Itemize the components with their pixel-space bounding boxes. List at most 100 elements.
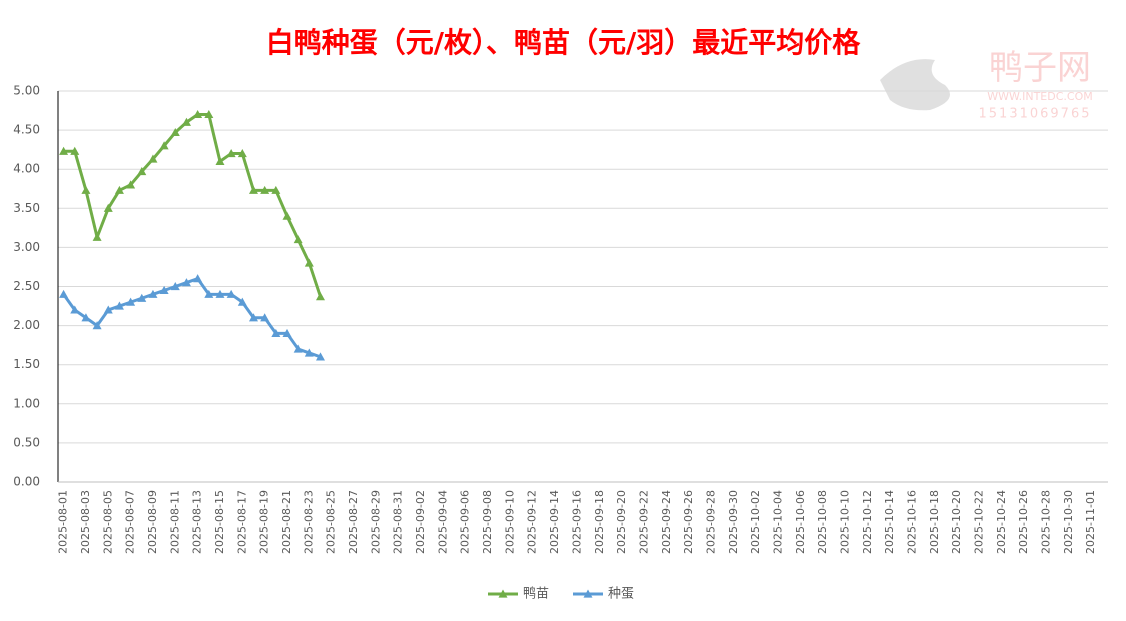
x-tick-label: 2025-08-27: [347, 490, 360, 554]
marker: [170, 282, 180, 291]
y-tick-label: 1.00: [13, 396, 40, 410]
marker: [103, 203, 113, 212]
marker: [92, 321, 102, 330]
marker: [126, 297, 136, 306]
y-tick-label: 3.00: [13, 240, 40, 254]
marker: [316, 292, 325, 301]
x-tick-label: 2025-08-05: [101, 490, 114, 554]
legend-label: 种蛋: [608, 587, 634, 602]
marker: [59, 289, 69, 298]
marker: [204, 289, 214, 298]
x-tick-label: 2025-10-22: [973, 490, 986, 554]
x-tick-label: 2025-08-19: [258, 490, 271, 554]
marker: [137, 167, 147, 176]
x-tick-label: 2025-10-20: [950, 490, 963, 554]
series-line: [62, 277, 321, 359]
x-tick-label: 2025-10-14: [883, 490, 896, 554]
marker: [70, 146, 80, 155]
marker: [260, 313, 270, 322]
marker: [248, 313, 258, 322]
watermark: 鸭子网 WWW.INTEDC.COM 15131069765: [880, 48, 1093, 122]
marker: [170, 127, 180, 137]
marker: [316, 352, 325, 361]
marker: [193, 274, 203, 283]
watermark-name: 鸭子网: [989, 48, 1091, 88]
marker: [126, 180, 136, 189]
watermark-logo: [880, 59, 950, 111]
x-tick-label: 2025-08-29: [369, 490, 382, 554]
marker: [59, 146, 69, 155]
y-tick-label: 4.00: [13, 162, 40, 176]
x-tick-label: 2025-10-06: [794, 490, 807, 554]
x-tick-label: 2025-10-18: [928, 490, 941, 554]
marker: [304, 348, 314, 357]
marker: [293, 344, 303, 353]
x-tick-label: 2025-09-30: [727, 490, 740, 554]
x-tick-label: 2025-11-01: [1084, 490, 1097, 554]
x-tick-label: 2025-10-02: [749, 490, 762, 554]
x-tick-label: 2025-08-15: [213, 490, 226, 554]
marker: [215, 156, 225, 165]
x-tick-label: 2025-10-28: [1040, 490, 1053, 554]
marker: [237, 149, 247, 158]
x-tick-label: 2025-10-26: [1017, 490, 1030, 554]
x-tick-label: 2025-08-07: [124, 490, 137, 554]
x-tick-label: 2025-09-02: [414, 490, 427, 554]
marker: [260, 185, 270, 194]
x-tick-label: 2025-08-25: [325, 490, 338, 554]
legend-marker: [583, 589, 593, 598]
chart-title: 白鸭种蛋（元/枚）、鸭苗（元/羽）最近平均价格: [266, 26, 861, 59]
legend-marker: [498, 589, 508, 598]
x-tick-label: 2025-10-30: [1062, 490, 1075, 554]
x-tick-label: 2025-09-22: [637, 490, 650, 554]
marker: [237, 297, 247, 306]
x-tick-label: 2025-09-26: [682, 490, 695, 554]
marker: [293, 235, 303, 244]
x-tick-label: 2025-10-24: [995, 490, 1008, 554]
marker: [181, 117, 191, 126]
marker: [181, 278, 191, 287]
marker: [204, 109, 214, 119]
marker: [193, 109, 203, 119]
x-tick-label: 2025-08-01: [57, 490, 70, 554]
x-tick-label: 2025-08-03: [79, 490, 92, 554]
x-tick-label: 2025-09-16: [570, 490, 583, 554]
series-line: [63, 112, 322, 298]
x-tick-label: 2025-08-13: [191, 490, 204, 554]
marker: [81, 313, 91, 322]
y-tick-label: 1.50: [13, 357, 40, 371]
legend-label: 鸭苗: [523, 587, 549, 602]
x-tick-label: 2025-10-04: [771, 490, 784, 554]
marker: [282, 328, 292, 338]
x-tick-label: 2025-10-10: [839, 490, 852, 554]
y-tick-label: 2.00: [13, 318, 40, 332]
x-tick-label: 2025-09-24: [660, 490, 673, 554]
marker: [159, 141, 169, 150]
marker: [282, 211, 292, 220]
x-tick-label: 2025-09-08: [481, 490, 494, 554]
marker: [215, 289, 225, 298]
y-tick-label: 5.00: [13, 84, 40, 98]
marker: [137, 293, 147, 302]
watermark-phone: 15131069765: [979, 107, 1092, 122]
x-tick-label: 2025-10-12: [861, 490, 874, 554]
x-tick-label: 2025-09-18: [593, 490, 606, 554]
x-tick-label: 2025-09-12: [526, 490, 539, 554]
marker: [226, 289, 236, 298]
marker: [148, 154, 158, 163]
x-tick-label: 2025-08-21: [280, 490, 293, 554]
x-tick-label: 2025-09-28: [704, 490, 717, 554]
marker: [81, 185, 91, 194]
marker: [226, 149, 236, 158]
x-tick-label: 2025-09-04: [436, 490, 449, 554]
x-tick-label: 2025-09-20: [615, 490, 628, 554]
x-tick-label: 2025-08-31: [392, 490, 405, 554]
y-tick-label: 0.50: [13, 435, 40, 449]
x-tick-label: 2025-10-08: [816, 490, 829, 554]
x-tick-label: 2025-10-16: [906, 490, 919, 554]
marker: [271, 185, 281, 194]
y-tick-label: 4.50: [13, 123, 40, 137]
x-tick-label: 2025-08-23: [302, 490, 315, 554]
x-tick-label: 2025-09-06: [459, 490, 472, 554]
